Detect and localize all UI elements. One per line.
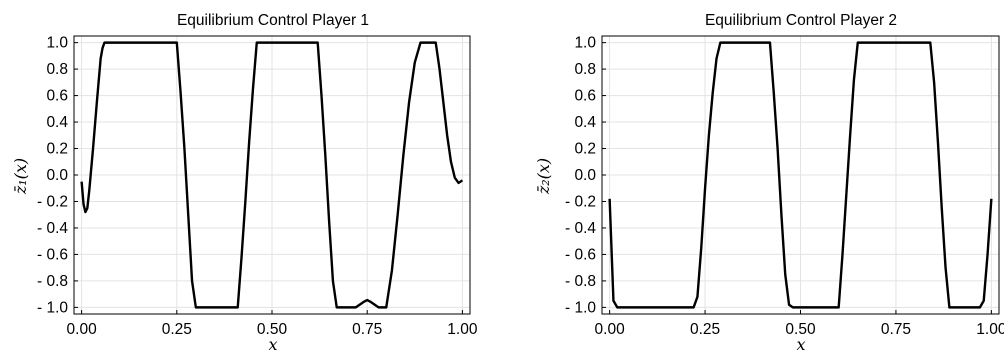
y-tick-label: - 0.2 [565,193,596,210]
y-tick-label: 0.0 [574,167,596,184]
y-tick-label: - 0.4 [37,220,68,237]
x-tick-label: 0.25 [162,321,192,338]
chart-panel-player-1: Equilibrium Control Player 1 x z̄₁(x) 1.… [11,12,478,354]
y-tick-label: - 0.8 [565,273,596,290]
y-tick-label: 1.0 [574,35,596,52]
y-tick-label: 0.6 [46,88,68,105]
y-tick-label: - 0.6 [565,246,596,263]
y-tick-label: 0.6 [574,88,596,105]
x-tick-label: 0.00 [595,321,626,338]
x-tick-label: 1.00 [976,321,1004,338]
x-tick-label: 0.25 [690,321,720,338]
y-axis-label: z̄₂(x) [534,158,553,195]
x-tick-label: 0.75 [352,321,382,338]
y-tick-label: - 1.0 [565,299,596,316]
y-tick-label: 0.4 [46,114,68,131]
y-tick-label: - 0.2 [37,193,68,210]
y-tick-label: - 0.4 [565,220,596,237]
x-tick-label: 0.00 [67,321,98,338]
x-tick-label: 0.50 [257,321,288,338]
y-tick-label: 0.2 [574,141,596,158]
series-line [608,41,993,309]
chart-title: Equilibrium Control Player 2 [705,12,897,29]
y-axis-label: z̄₁(x) [11,158,30,195]
chart-title: Equilibrium Control Player 1 [177,12,369,29]
y-tick-label: 0.8 [574,61,596,78]
x-tick-label: 1.00 [447,321,478,338]
y-tick-label: 0.2 [46,141,68,158]
y-tick-label: - 1.0 [37,299,68,316]
y-tick-label: - 0.8 [37,273,68,290]
x-axis-label: x [268,335,277,354]
y-tick-label: 0.4 [574,114,596,131]
x-tick-label: 0.50 [785,321,816,338]
y-tick-label: 0.0 [46,167,68,184]
series-line [80,41,464,309]
y-tick-label: 1.0 [46,35,68,52]
chart-panel-player-2: Equilibrium Control Player 2 x z̄₂(x) 1.… [534,12,1004,354]
y-tick-label: 0.8 [46,61,68,78]
x-tick-label: 0.75 [881,321,911,338]
y-tick-label: - 0.6 [37,246,68,263]
x-axis-label: x [796,335,805,354]
